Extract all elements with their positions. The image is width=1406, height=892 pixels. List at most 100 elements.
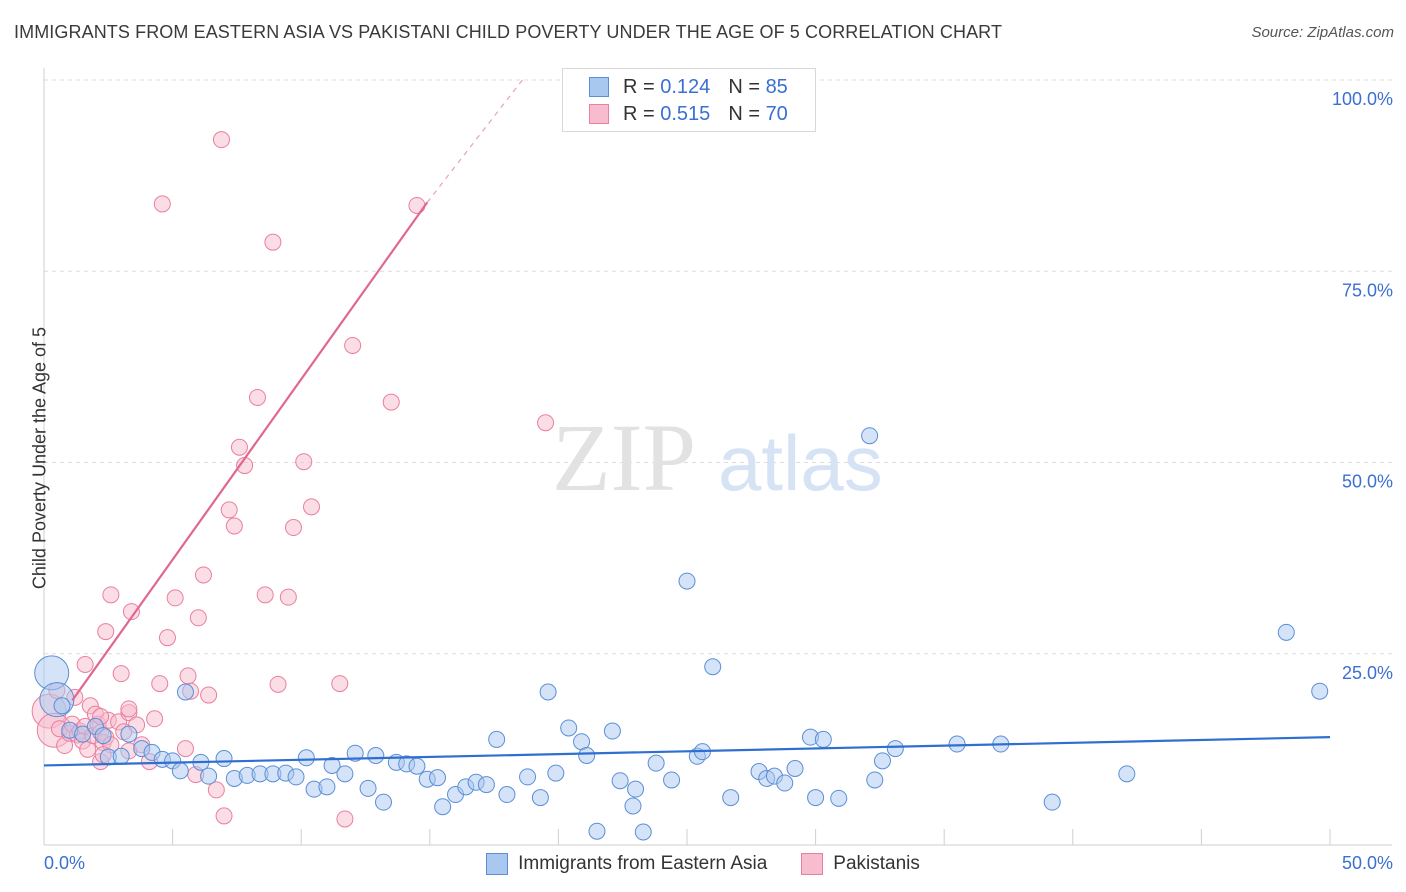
data-point: [97, 623, 115, 641]
data-point: [663, 771, 681, 789]
data-point: [359, 779, 377, 797]
eastern-asia-points: [34, 427, 1329, 841]
data-point: [176, 740, 194, 758]
n-value: 70: [765, 102, 788, 125]
legend-row-pakistanis: R = 0.515 N = 70: [589, 102, 788, 126]
source-label: Source: ZipAtlas.com: [1251, 24, 1394, 41]
correlation-legend: R = 0.124 N = 85 R = 0.515 N = 70: [562, 68, 816, 132]
r-label: R =: [623, 102, 661, 125]
data-point: [166, 589, 184, 607]
data-point: [429, 769, 447, 787]
trend-lines: [43, 79, 1331, 767]
r-label: R =: [623, 75, 661, 98]
data-point: [344, 336, 362, 354]
data-point: [212, 131, 230, 149]
data-point: [295, 453, 313, 471]
data-point: [331, 675, 349, 693]
data-point: [830, 789, 848, 807]
data-point: [112, 665, 130, 683]
pakistanis-points: [31, 131, 555, 828]
data-point: [220, 501, 238, 519]
data-point: [647, 754, 665, 772]
data-point: [158, 629, 176, 647]
data-point: [346, 744, 364, 762]
data-point: [318, 778, 336, 796]
data-point: [539, 683, 557, 701]
trend-line-pakistanis-extension: [426, 79, 523, 203]
legend-item-eastern-asia[interactable]: Immigrants from Eastern Asia: [486, 853, 767, 875]
data-point: [408, 757, 426, 775]
n-label: N =: [728, 102, 766, 125]
gridlines: [44, 79, 1392, 655]
data-point: [179, 667, 197, 685]
y-tick-label: 25.0%: [1342, 663, 1393, 683]
n-label: N =: [728, 75, 766, 98]
legend-swatch-pink: [801, 853, 824, 875]
trend-line-eastern-asia: [43, 736, 1331, 767]
data-point: [120, 725, 138, 743]
data-point: [112, 747, 130, 765]
data-point: [336, 765, 354, 783]
series-legend: Immigrants from Eastern Asia Pakistanis: [0, 850, 1406, 878]
data-point: [264, 233, 282, 251]
data-point: [153, 195, 171, 213]
data-point: [488, 730, 506, 748]
y-tick-label: 75.0%: [1342, 280, 1393, 300]
data-point: [477, 776, 495, 794]
y-tick-label: 100.0%: [1332, 89, 1393, 109]
data-point: [53, 697, 71, 715]
x-tick-label: 0.0%: [44, 853, 85, 873]
data-point: [102, 586, 120, 604]
data-point: [76, 655, 94, 673]
data-point: [74, 725, 92, 743]
data-point: [498, 786, 516, 804]
data-point: [886, 740, 904, 758]
data-point: [284, 519, 302, 537]
data-point: [776, 774, 794, 792]
data-point: [171, 762, 189, 780]
data-point: [287, 768, 305, 786]
data-point: [94, 727, 112, 745]
data-point: [786, 760, 804, 777]
legend-label-pakistanis: Pakistanis: [833, 853, 920, 874]
data-point: [269, 675, 287, 693]
data-point: [807, 789, 825, 807]
data-point: [151, 675, 169, 693]
legend-item-pakistanis[interactable]: Pakistanis: [801, 853, 920, 875]
data-point: [189, 609, 207, 627]
legend-label-eastern-asia: Immigrants from Eastern Asia: [518, 853, 768, 874]
data-point: [866, 771, 884, 789]
data-point: [375, 793, 393, 811]
data-point: [627, 780, 645, 798]
data-point: [519, 768, 537, 786]
data-point: [873, 752, 891, 770]
data-point: [120, 700, 138, 718]
data-point: [200, 686, 218, 704]
watermark-zip: ZIP: [552, 404, 696, 511]
data-point: [248, 388, 266, 406]
r-value: 0.124: [660, 75, 711, 98]
data-point: [1311, 682, 1329, 700]
data-point: [531, 789, 549, 807]
data-point: [230, 438, 248, 456]
data-point: [122, 603, 140, 621]
data-point: [215, 807, 233, 825]
data-point: [215, 750, 233, 768]
data-point: [560, 719, 578, 737]
data-point: [634, 823, 652, 841]
data-point: [722, 789, 740, 807]
tick-labels: 25.0% 50.0% 75.0% 100.0% 0.0% 50.0%: [44, 89, 1393, 873]
data-point: [194, 566, 212, 584]
data-point: [256, 586, 274, 604]
legend-swatch-blue: [589, 77, 609, 97]
data-point: [225, 517, 243, 535]
data-point: [861, 427, 879, 445]
trend-line-pakistanis: [71, 201, 429, 702]
y-axis-label: Child Poverty Under the Age of 5: [29, 326, 50, 590]
data-point: [624, 797, 642, 815]
data-point: [547, 764, 565, 782]
data-point: [302, 498, 320, 516]
data-point: [948, 735, 966, 753]
data-point: [578, 746, 596, 764]
data-point: [200, 767, 218, 785]
